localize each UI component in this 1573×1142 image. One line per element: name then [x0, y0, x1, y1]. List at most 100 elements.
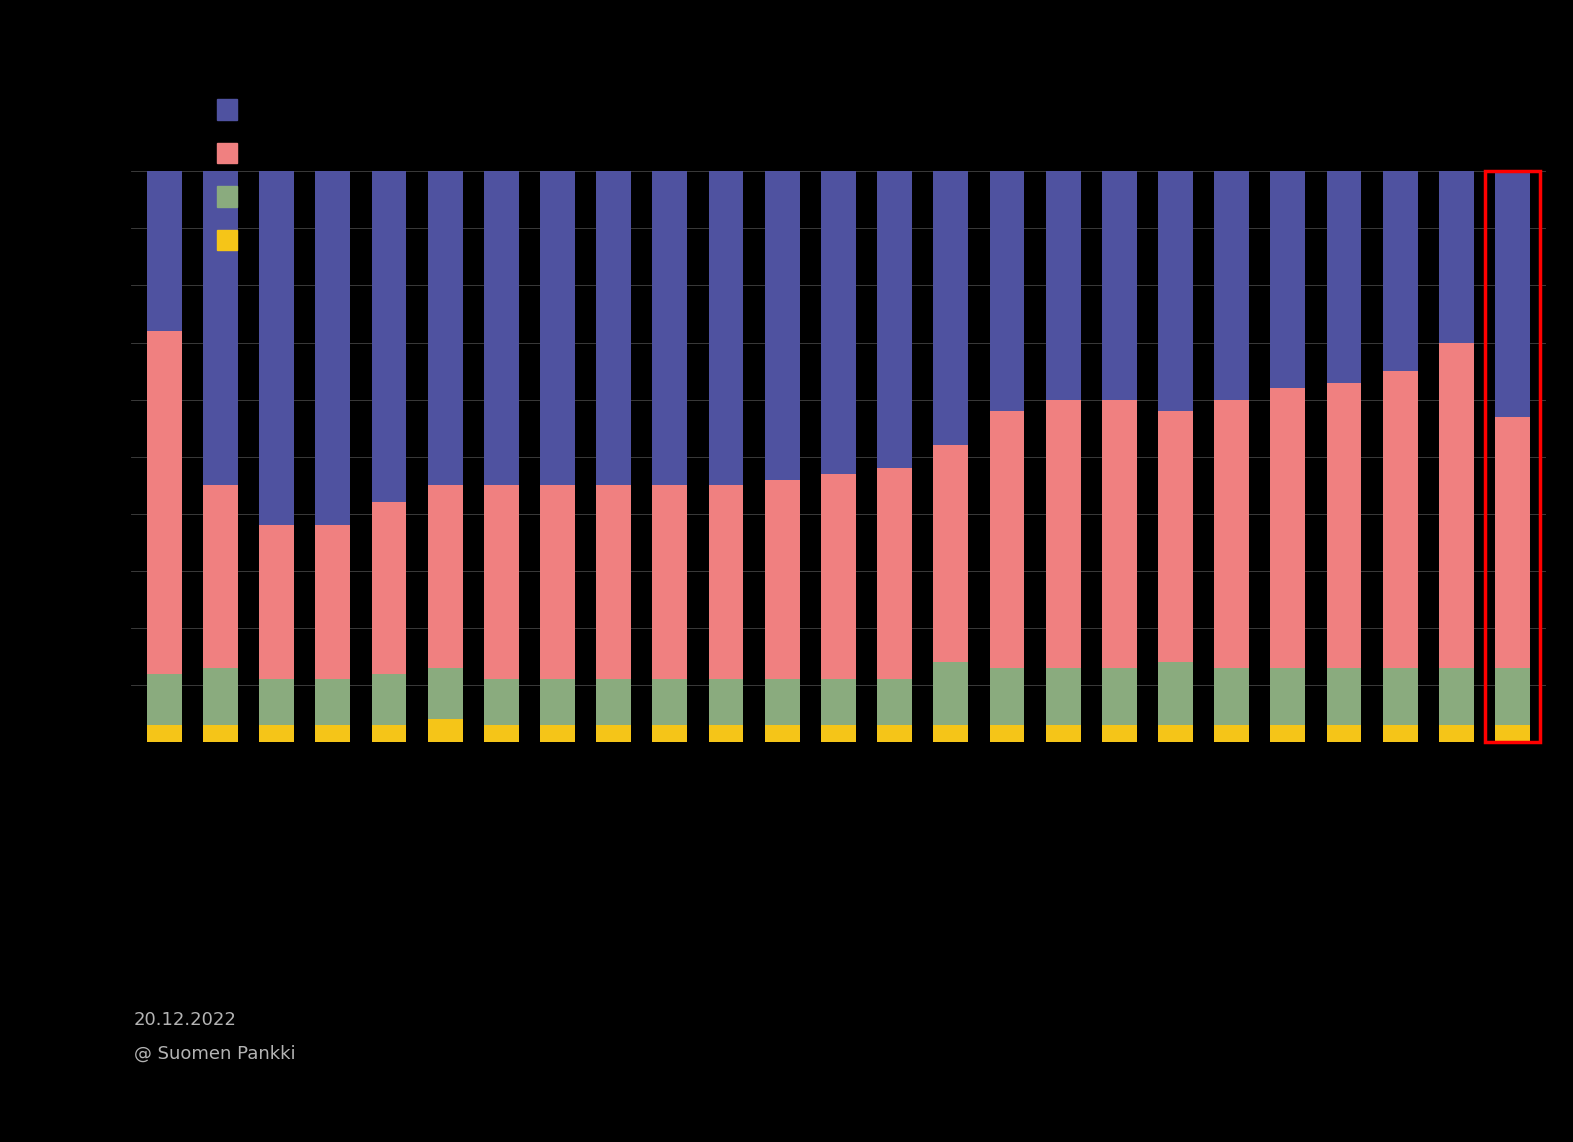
Bar — [1439, 171, 1474, 343]
Bar — [821, 171, 856, 474]
Bar — [1494, 171, 1531, 417]
Bar — [596, 679, 631, 725]
Bar — [1326, 383, 1362, 668]
Bar — [146, 331, 182, 674]
Bar — [1101, 668, 1137, 725]
Bar — [1383, 725, 1417, 742]
Bar — [653, 485, 687, 679]
Bar — [1439, 343, 1474, 668]
Bar — [315, 725, 351, 742]
Bar — [203, 725, 238, 742]
Text: 20.12.2022: 20.12.2022 — [134, 1011, 236, 1029]
Bar — [1158, 725, 1192, 742]
Bar — [428, 171, 462, 485]
Bar — [709, 485, 744, 679]
Bar — [989, 725, 1024, 742]
Bar — [260, 525, 294, 679]
Bar — [764, 725, 799, 742]
Bar — [1326, 725, 1362, 742]
Bar — [371, 674, 406, 725]
Bar — [653, 679, 687, 725]
Bar — [315, 171, 351, 525]
Bar — [1101, 400, 1137, 668]
Bar — [1383, 171, 1417, 371]
Bar — [1271, 388, 1306, 668]
Bar — [1214, 171, 1249, 400]
Bar — [1383, 371, 1417, 668]
Bar — [1158, 662, 1192, 725]
Bar — [484, 679, 519, 725]
Bar — [1439, 725, 1474, 742]
Bar — [821, 679, 856, 725]
Bar — [484, 171, 519, 485]
Bar — [1046, 171, 1081, 400]
Bar — [878, 171, 912, 468]
Bar — [596, 171, 631, 485]
Bar — [540, 679, 576, 725]
Bar — [878, 679, 912, 725]
Bar — [596, 485, 631, 679]
Bar — [203, 485, 238, 668]
Bar — [371, 502, 406, 674]
Bar — [709, 679, 744, 725]
Bar — [203, 668, 238, 725]
Bar — [428, 719, 462, 742]
Bar — [878, 725, 912, 742]
Bar — [146, 674, 182, 725]
Bar — [260, 171, 294, 525]
Bar — [484, 485, 519, 679]
Bar — [821, 725, 856, 742]
Bar — [1046, 668, 1081, 725]
Bar — [1158, 411, 1192, 662]
Bar — [1326, 171, 1362, 383]
Bar — [989, 411, 1024, 668]
Bar — [933, 725, 969, 742]
Bar — [1494, 725, 1531, 742]
Bar — [1158, 171, 1192, 411]
Bar — [1271, 668, 1306, 725]
Text: @ Suomen Pankki: @ Suomen Pankki — [134, 1045, 296, 1063]
Bar — [709, 171, 744, 485]
Bar — [878, 468, 912, 679]
Bar — [933, 171, 969, 445]
Bar — [989, 171, 1024, 411]
Bar — [1326, 668, 1362, 725]
Bar — [653, 725, 687, 742]
Bar — [371, 725, 406, 742]
Bar — [764, 480, 799, 679]
Bar — [1485, 171, 1540, 742]
Bar — [146, 725, 182, 742]
Bar — [933, 445, 969, 662]
Bar — [1271, 725, 1306, 742]
Bar — [1439, 668, 1474, 725]
Bar — [428, 668, 462, 719]
Bar — [540, 171, 576, 485]
Bar — [933, 662, 969, 725]
Bar — [540, 485, 576, 679]
Bar — [315, 525, 351, 679]
Bar — [1214, 668, 1249, 725]
Bar — [1101, 171, 1137, 400]
Bar — [1046, 725, 1081, 742]
Bar — [371, 171, 406, 502]
Bar — [596, 725, 631, 742]
Bar — [764, 679, 799, 725]
Bar — [1046, 400, 1081, 668]
Bar — [1494, 417, 1531, 668]
Bar — [1214, 400, 1249, 668]
Bar — [146, 171, 182, 331]
Bar — [989, 668, 1024, 725]
Bar — [1101, 725, 1137, 742]
Bar — [260, 725, 294, 742]
Bar — [484, 725, 519, 742]
Bar — [1214, 725, 1249, 742]
Bar — [1383, 668, 1417, 725]
Bar — [709, 725, 744, 742]
Bar — [821, 474, 856, 679]
Bar — [1494, 668, 1531, 725]
Bar — [315, 679, 351, 725]
Bar — [540, 725, 576, 742]
Bar — [653, 171, 687, 485]
Bar — [764, 171, 799, 480]
Bar — [260, 679, 294, 725]
